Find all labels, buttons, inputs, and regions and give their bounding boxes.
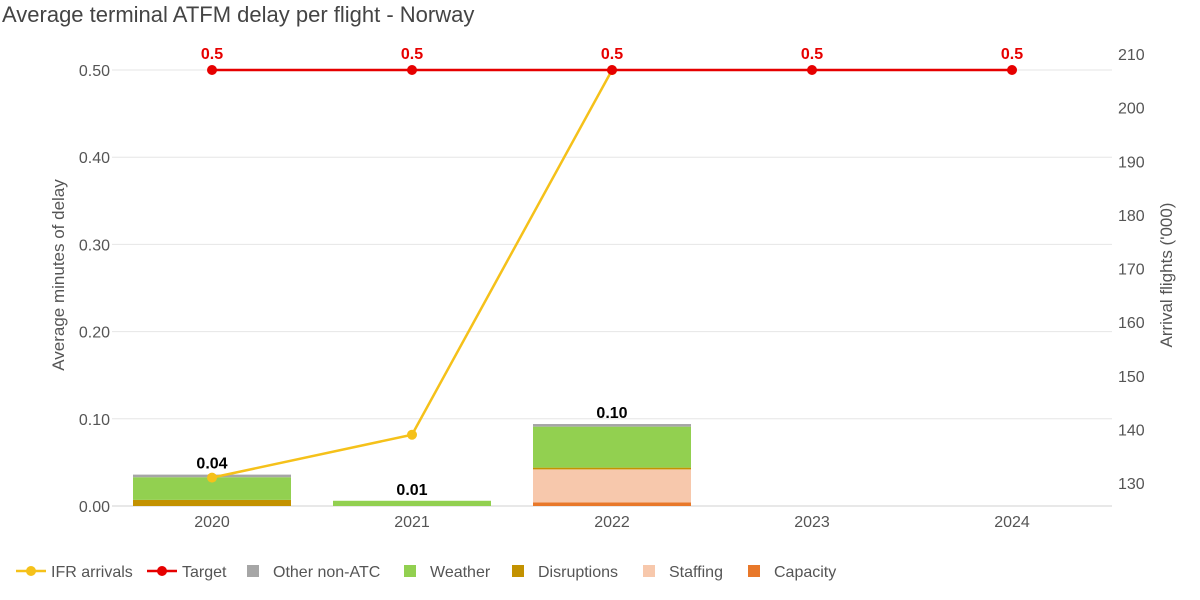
bar-disruptions [533,467,691,470]
target-point [807,65,817,75]
bar-capacity [533,502,691,506]
x-tick-label: 2024 [994,514,1030,531]
y-tick-label: 0.00 [79,499,110,516]
target-value-label: 0.5 [601,46,623,63]
legend-label: Staffing [669,564,723,581]
bar-staffing [533,469,691,503]
y-right-tick-label: 140 [1118,422,1145,439]
y-tick-label: 0.30 [79,237,110,254]
bar-total-label: 0.01 [396,482,427,499]
y-right-tick-label: 170 [1118,262,1145,279]
y-right-tick-label: 200 [1118,101,1145,118]
bar-disruptions [133,499,291,506]
legend-swatch-other-non-atc [247,565,259,577]
bar-weather [133,477,291,500]
x-tick-label: 2020 [194,514,230,531]
bar-other-non-atc [533,424,691,427]
bar-weather [533,426,691,468]
target-point [1007,65,1017,75]
y-right-tick-label: 130 [1118,476,1145,493]
legend-swatch-disruptions [512,565,524,577]
legend-label: Capacity [774,564,836,581]
legend-marker [26,566,36,576]
y-right-tick-label: 210 [1118,47,1145,64]
y-axis-title: Average minutes of delay [49,179,68,371]
y-right-tick-label: 150 [1118,369,1145,386]
legend-label: Disruptions [538,564,618,581]
x-tick-label: 2021 [394,514,430,531]
y-tick-label: 0.10 [79,412,110,429]
y-right-tick-label: 160 [1118,315,1145,332]
x-tick-label: 2023 [794,514,830,531]
y-right-tick-label: 190 [1118,154,1145,171]
target-point [207,65,217,75]
chart-title: Average terminal ATFM delay per flight -… [2,2,475,27]
ifr-arrivals-point [207,472,217,483]
legend-marker [157,566,167,576]
target-value-label: 0.5 [201,46,223,63]
legend-swatch-capacity [748,565,760,577]
x-tick-label: 2022 [594,514,630,531]
target-point [407,65,417,75]
y-tick-label: 0.20 [79,325,110,342]
legend-swatch-staffing [643,565,655,577]
ifr-arrivals-line [211,69,614,479]
target-value-label: 0.5 [1001,46,1023,63]
bar-total-label: 0.10 [596,405,627,422]
legend-swatch-weather [404,565,416,577]
y-right-tick-label: 180 [1118,208,1145,225]
bar-total-label: 0.04 [196,456,227,473]
legend-label: Target [182,564,227,581]
y-tick-label: 0.50 [79,63,110,80]
y-right-axis-title: Arrival flights ('000) [1157,203,1176,348]
bar-weather [333,500,491,506]
ifr-arrivals-point [407,429,417,440]
target-value-label: 0.5 [401,46,423,63]
legend-label: Weather [430,564,491,581]
target-point [607,65,617,75]
y-tick-label: 0.40 [79,150,110,167]
target-value-label: 0.5 [801,46,823,63]
legend-label: Other non-ATC [273,564,380,581]
legend-label: IFR arrivals [51,564,133,581]
